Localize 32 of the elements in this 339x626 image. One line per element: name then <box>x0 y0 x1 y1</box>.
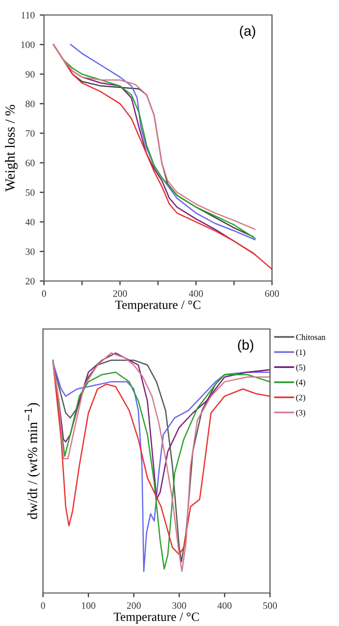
y-axis-title: Weight loss / % <box>4 104 18 192</box>
legend-label: (3) <box>296 410 306 418</box>
y-axis-title: dw/dt / (wt% min$^{−1}$) <box>24 403 40 520</box>
x-tick-label: 500 <box>263 602 277 609</box>
x-axis-title: Temperature / °C <box>114 612 199 624</box>
text: (b) <box>238 340 254 352</box>
x-tick-label: 200 <box>113 290 127 297</box>
y-tick-label: 40 <box>25 218 35 226</box>
y-tick-label: 70 <box>26 130 35 137</box>
x-tick-label: 100 <box>82 602 96 609</box>
annotation: (a) <box>240 26 256 39</box>
y-tick-label: 60 <box>26 160 35 166</box>
legend-label: (1) <box>296 349 306 357</box>
legend-label: (5) <box>296 364 306 372</box>
y-tick-label: 90 <box>26 71 35 78</box>
x-tick-label: 400 <box>218 602 232 609</box>
x-axis-title: Temperature / °C <box>115 300 200 312</box>
x-tick-label: 300 <box>172 602 186 609</box>
y-tick-label: 50 <box>26 189 35 196</box>
legend-label: Chitosan <box>296 334 326 340</box>
y-tick-label: 80 <box>26 100 35 108</box>
x-tick-label: 600 <box>265 290 279 297</box>
x-tick-label: 200 <box>126 602 141 609</box>
y-tick-label: 100 <box>21 41 35 48</box>
legend-label: (2) <box>296 394 306 402</box>
legend-label: (4) <box>296 379 306 387</box>
x-tick-label: 400 <box>188 290 203 297</box>
y-tick-label: 20 <box>26 278 35 284</box>
y-tick-label: 30 <box>26 248 35 255</box>
x-tick-label: 0 <box>40 602 46 609</box>
y-tick-label: 110 <box>22 12 35 18</box>
x-tick-label: 0 <box>42 290 46 297</box>
